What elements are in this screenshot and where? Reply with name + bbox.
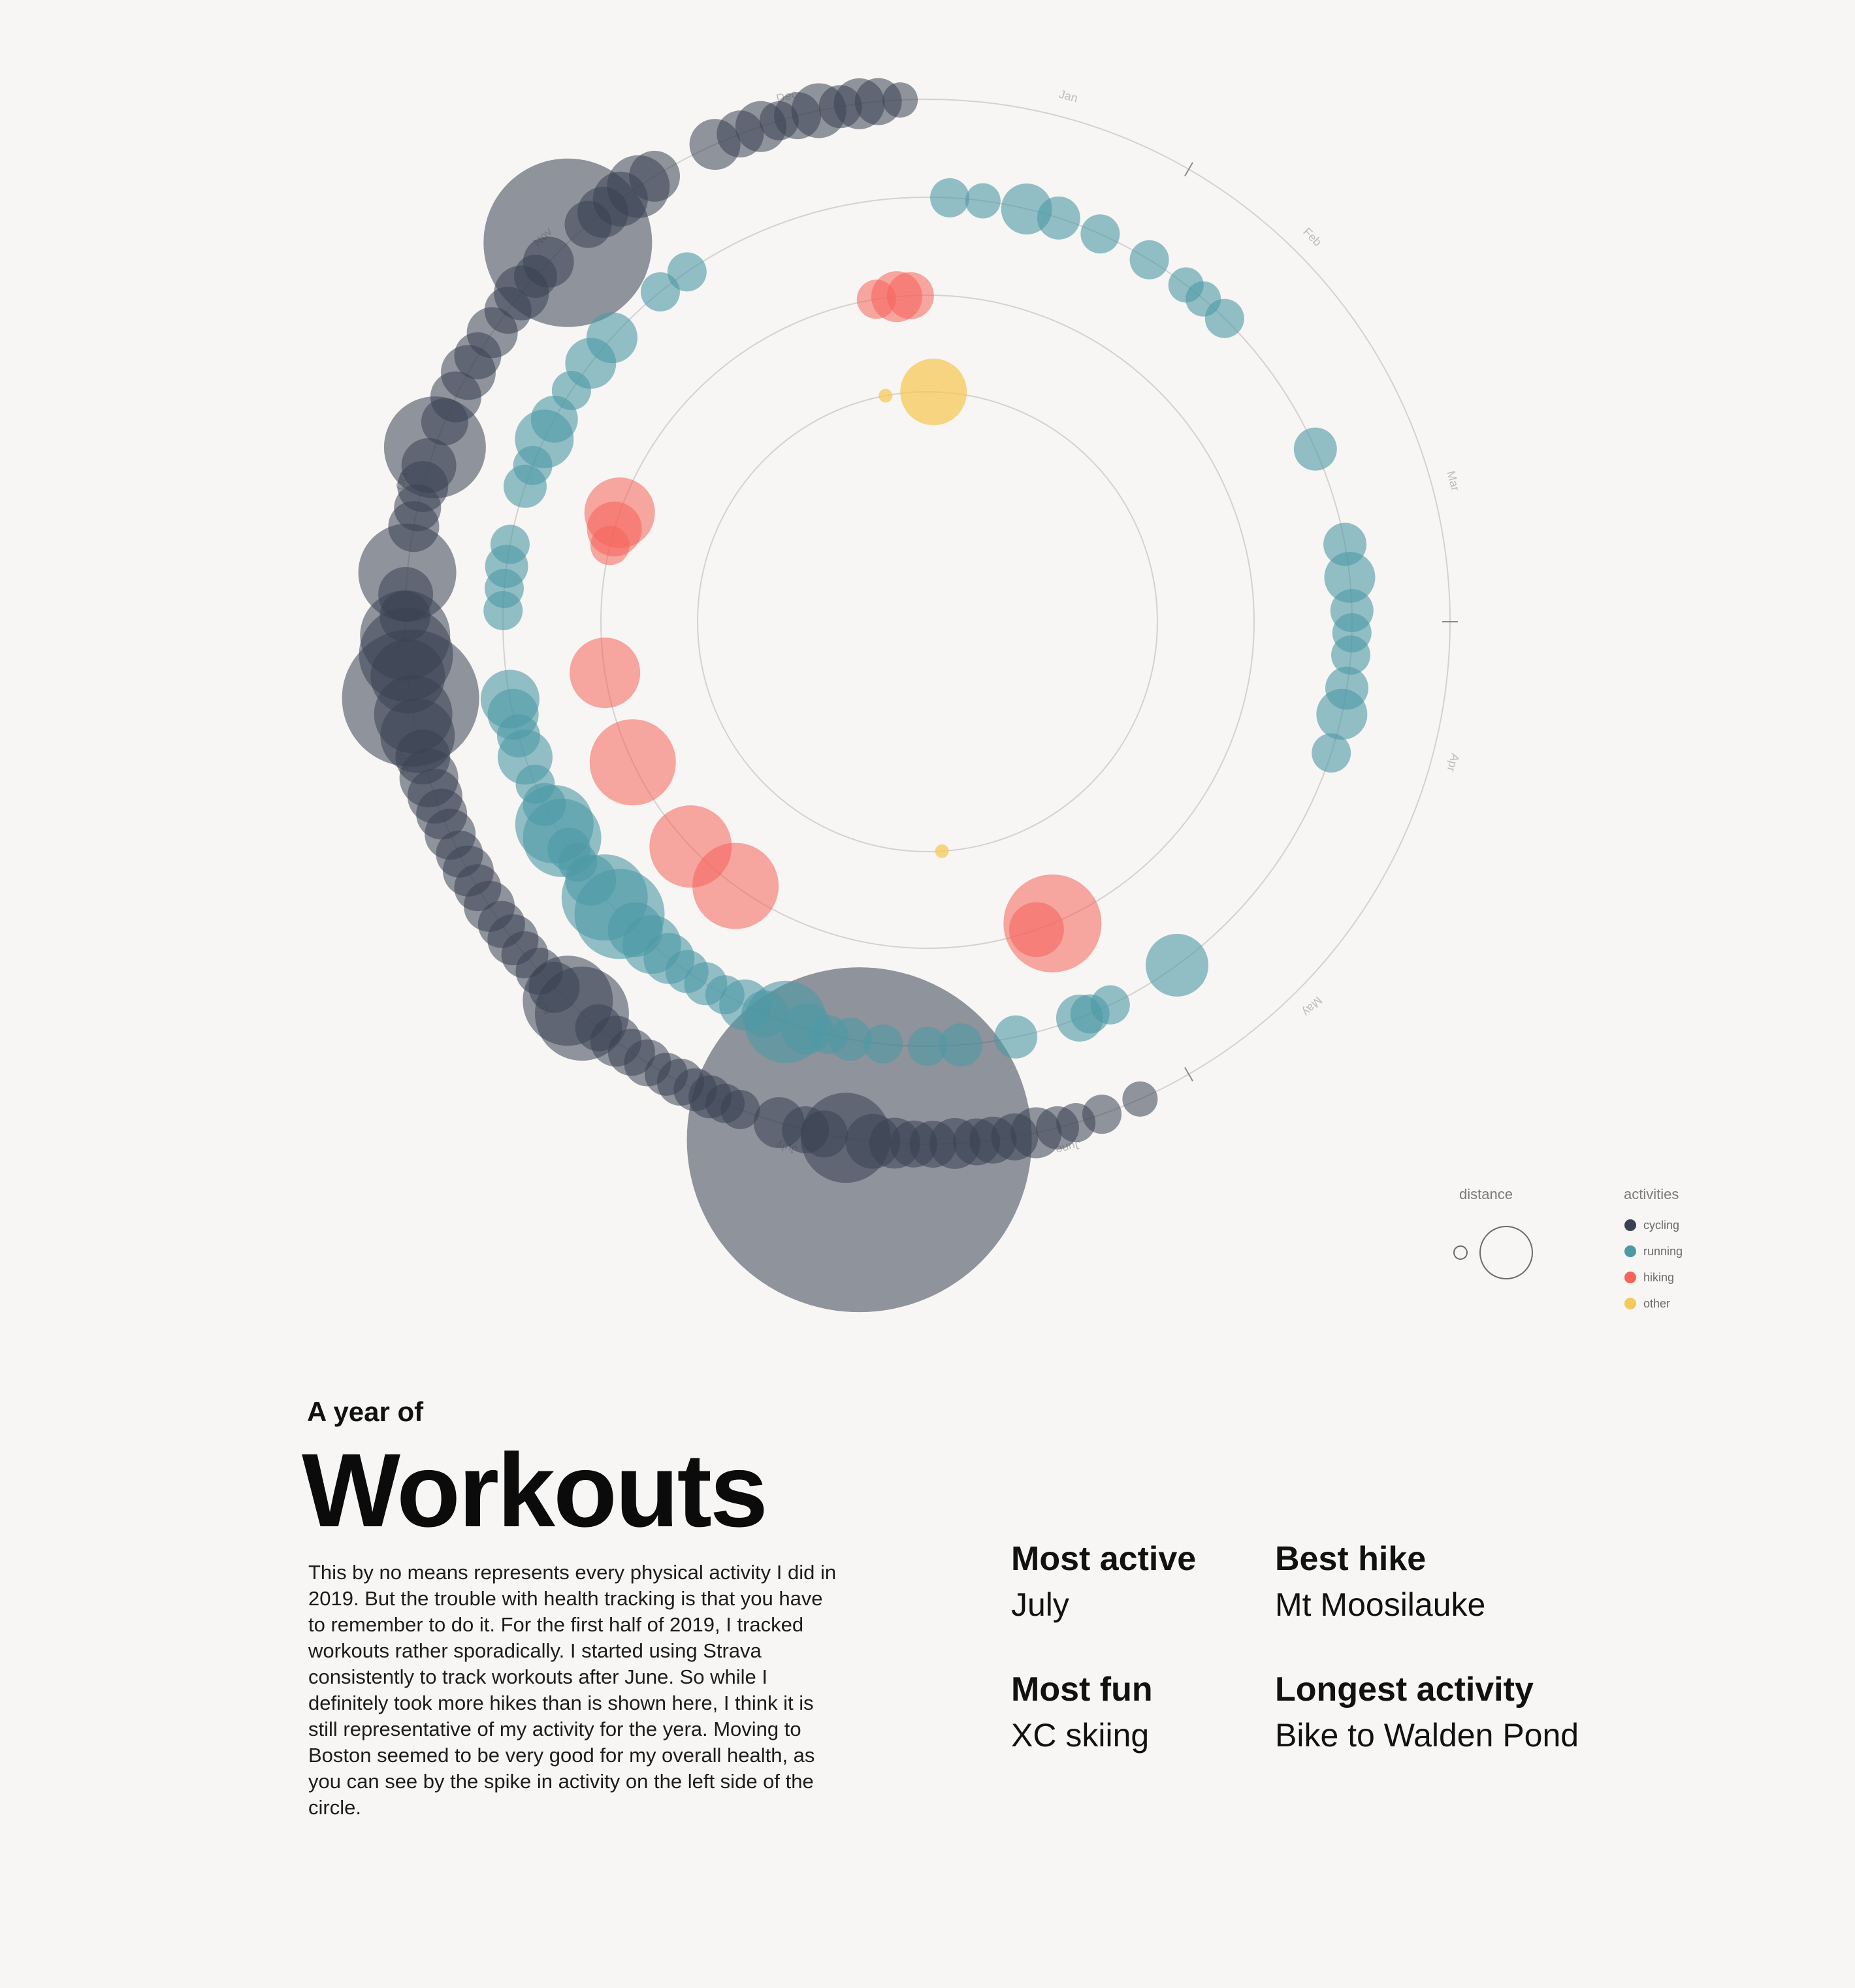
- legend-activities-title: activities: [1624, 1186, 1679, 1202]
- running-dot: [640, 272, 680, 312]
- running-dot: [1312, 733, 1351, 773]
- hiking-dot: [589, 719, 676, 806]
- activity-dots: [342, 78, 1376, 1313]
- description-paragraph: This by no means represents every physic…: [308, 1561, 837, 1819]
- month-label: May: [1300, 994, 1325, 1019]
- hiking-dot: [649, 805, 732, 888]
- stat-value: July: [1011, 1586, 1069, 1623]
- legend-label-cycling: cycling: [1643, 1219, 1679, 1232]
- running-dot: [939, 1023, 982, 1066]
- hiking-dot: [1008, 902, 1064, 957]
- stat-longest-activity: Longest activity Bike to Walden Pond: [1275, 1667, 1579, 1758]
- hiking-dot: [570, 637, 641, 709]
- running-dot: [1324, 552, 1376, 603]
- running-dot: [490, 524, 530, 564]
- ring-other: [697, 391, 1158, 852]
- stat-most-fun: Most fun XC skiing: [1011, 1667, 1153, 1758]
- page-title: Workouts: [302, 1432, 768, 1548]
- running-dot: [667, 252, 707, 292]
- running-dot: [1331, 635, 1370, 675]
- cycling-dot: [689, 119, 741, 170]
- running-dot: [908, 1027, 947, 1066]
- hiking-dot: [584, 477, 655, 549]
- stat-most-active: Most active July: [1011, 1536, 1196, 1627]
- intro-text: A year of: [307, 1396, 424, 1427]
- running-dot: [965, 183, 1001, 219]
- running-dot: [1316, 688, 1368, 740]
- running-dot: [480, 669, 540, 729]
- running-dot: [1146, 933, 1209, 997]
- legend: distance activities cycling running hiking ot…: [1453, 1186, 1683, 1310]
- month-tick: [1184, 162, 1193, 177]
- stat-label: Best hike: [1275, 1540, 1427, 1578]
- stat-value: Mt Moosilauke: [1275, 1586, 1486, 1623]
- legend-swatch-cycling: [1624, 1219, 1636, 1231]
- month-tick: [1184, 1066, 1193, 1082]
- stat-label: Most fun: [1011, 1671, 1153, 1708]
- cycling-dot: [1082, 1095, 1122, 1134]
- hiking-dot: [886, 272, 934, 319]
- running-dot: [586, 312, 637, 364]
- running-dot: [1056, 994, 1103, 1042]
- stat-label: Longest activity: [1275, 1671, 1534, 1708]
- running-dot: [1204, 298, 1244, 338]
- other-dot: [900, 359, 967, 426]
- legend-label-running: running: [1643, 1245, 1683, 1258]
- running-dot: [1293, 427, 1337, 471]
- running-dot: [994, 1015, 1038, 1059]
- legend-swatch-hiking: [1624, 1272, 1636, 1283]
- month-label: Feb: [1300, 225, 1324, 249]
- legend-label-hiking: hiking: [1643, 1271, 1674, 1284]
- running-dot: [930, 178, 970, 217]
- month-label: Jan: [1057, 88, 1079, 105]
- running-dot: [863, 1024, 903, 1064]
- stat-value: XC skiing: [1011, 1717, 1150, 1754]
- other-dot: [935, 844, 949, 858]
- legend-swatch-other: [1624, 1298, 1636, 1309]
- running-dot: [1080, 214, 1120, 254]
- stat-best-hike: Best hike Mt Moosilauke: [1275, 1536, 1485, 1627]
- running-dot: [1129, 240, 1169, 280]
- stat-value: Bike to Walden Pond: [1275, 1717, 1579, 1754]
- other-dot: [879, 389, 893, 403]
- legend-distance-title: distance: [1459, 1186, 1513, 1202]
- cycling-dot: [1122, 1081, 1158, 1117]
- stat-label: Most active: [1011, 1540, 1197, 1578]
- running-dot: [1037, 196, 1080, 240]
- legend-swatch-running: [1624, 1245, 1636, 1257]
- month-label: Apr: [1445, 752, 1462, 773]
- legend-size-large: [1479, 1226, 1533, 1279]
- legend-size-small: [1453, 1245, 1468, 1260]
- month-label: Mar: [1444, 470, 1462, 492]
- workouts-radial-chart: JanFebMarAprMayJuneJulyAugSeptOctNovDec …: [342, 78, 1683, 1313]
- legend-label-other: other: [1643, 1297, 1670, 1310]
